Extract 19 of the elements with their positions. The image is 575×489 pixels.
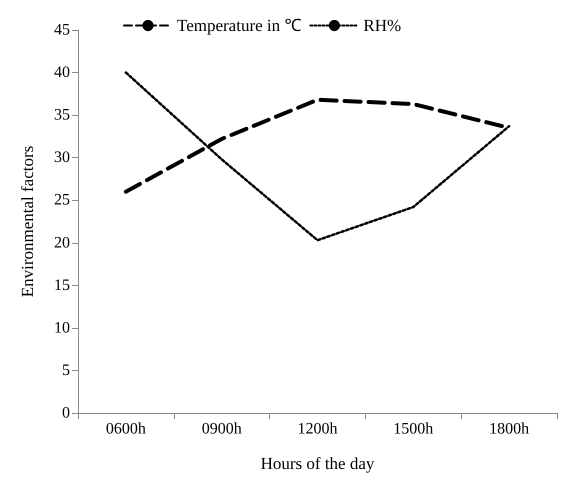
y-tick-label: 5	[62, 362, 70, 379]
y-tick-label: 20	[54, 234, 70, 252]
y-tick-label: 35	[54, 106, 70, 124]
x-tick-label: 1500h	[393, 420, 434, 438]
y-tick-label: 25	[54, 192, 70, 209]
y-tick-label: 15	[54, 276, 70, 294]
x-tick-label: 0600h	[106, 420, 146, 438]
y-tick-label: 40	[54, 64, 70, 82]
y-tick-label: 45	[54, 22, 70, 38]
x-tick-label: 1200h	[298, 420, 338, 438]
legend-label: Temperature in ℃	[177, 16, 302, 35]
x-tick-label: 1800h	[489, 420, 530, 438]
legend-label: RH%	[363, 16, 402, 35]
y-axis-title: Environmental factors	[18, 146, 37, 298]
y-tick-label: 10	[54, 319, 70, 336]
y-tick-label: 30	[54, 149, 70, 166]
x-axis-title: Hours of the day	[260, 454, 375, 473]
x-tick-label: 0900h	[202, 420, 242, 438]
y-tick-label: 0	[62, 404, 70, 422]
